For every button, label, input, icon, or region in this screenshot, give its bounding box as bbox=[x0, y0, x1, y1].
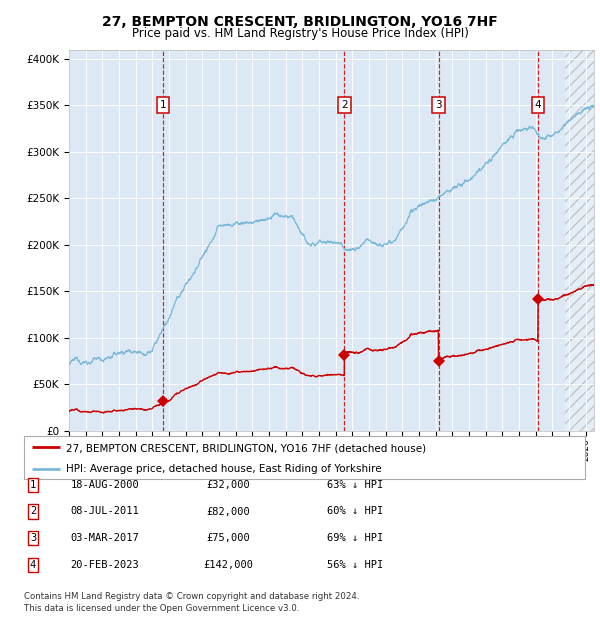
Text: 2: 2 bbox=[341, 100, 347, 110]
Text: 1: 1 bbox=[160, 100, 166, 110]
Text: 1: 1 bbox=[30, 480, 36, 490]
Text: 63% ↓ HPI: 63% ↓ HPI bbox=[327, 480, 383, 490]
Text: 03-MAR-2017: 03-MAR-2017 bbox=[71, 533, 139, 543]
Text: £32,000: £32,000 bbox=[206, 480, 250, 490]
Text: Contains HM Land Registry data © Crown copyright and database right 2024.
This d: Contains HM Land Registry data © Crown c… bbox=[24, 591, 359, 613]
Text: 08-JUL-2011: 08-JUL-2011 bbox=[71, 507, 139, 516]
Text: 60% ↓ HPI: 60% ↓ HPI bbox=[327, 507, 383, 516]
Text: 4: 4 bbox=[30, 560, 36, 570]
Text: Price paid vs. HM Land Registry's House Price Index (HPI): Price paid vs. HM Land Registry's House … bbox=[131, 27, 469, 40]
Bar bbox=[565, 50, 594, 431]
Text: 27, BEMPTON CRESCENT, BRIDLINGTON, YO16 7HF (detached house): 27, BEMPTON CRESCENT, BRIDLINGTON, YO16 … bbox=[66, 443, 426, 453]
Text: 20-FEB-2023: 20-FEB-2023 bbox=[71, 560, 139, 570]
Text: 3: 3 bbox=[435, 100, 442, 110]
Text: 69% ↓ HPI: 69% ↓ HPI bbox=[327, 533, 383, 543]
Bar bbox=[565, 50, 594, 431]
Text: £142,000: £142,000 bbox=[203, 560, 253, 570]
Text: 18-AUG-2000: 18-AUG-2000 bbox=[71, 480, 139, 490]
Text: 2: 2 bbox=[30, 507, 36, 516]
Text: 56% ↓ HPI: 56% ↓ HPI bbox=[327, 560, 383, 570]
Text: HPI: Average price, detached house, East Riding of Yorkshire: HPI: Average price, detached house, East… bbox=[66, 464, 382, 474]
Text: 3: 3 bbox=[30, 533, 36, 543]
FancyBboxPatch shape bbox=[24, 436, 585, 479]
Text: 4: 4 bbox=[535, 100, 541, 110]
Text: 27, BEMPTON CRESCENT, BRIDLINGTON, YO16 7HF: 27, BEMPTON CRESCENT, BRIDLINGTON, YO16 … bbox=[102, 16, 498, 30]
Text: £75,000: £75,000 bbox=[206, 533, 250, 543]
Text: £82,000: £82,000 bbox=[206, 507, 250, 516]
